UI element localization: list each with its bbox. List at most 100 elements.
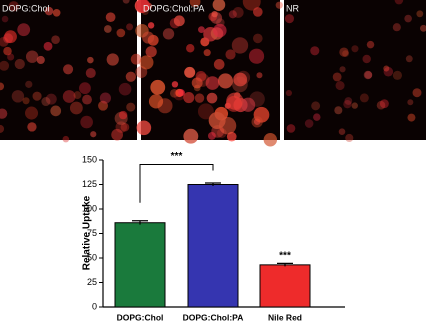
cell [284, 14, 295, 24]
cell [236, 70, 251, 85]
cell [363, 70, 373, 80]
cell [285, 89, 293, 97]
cell [231, 37, 249, 54]
cell [226, 92, 244, 110]
cell [69, 101, 83, 115]
cell [343, 100, 352, 109]
cell [364, 71, 373, 79]
panel-background [284, 0, 426, 140]
cell [8, 1, 19, 12]
cell [263, 133, 278, 147]
significance-label: *** [279, 251, 291, 262]
cell [139, 55, 154, 70]
cell [25, 50, 39, 63]
cell [392, 70, 403, 80]
cell [383, 65, 390, 72]
cell [226, 131, 237, 142]
cell [311, 101, 321, 111]
micrograph-panel: DOPG:Chol [0, 0, 142, 143]
cell [51, 35, 60, 45]
cell [45, 93, 57, 105]
cell [99, 92, 111, 104]
error-bar [132, 220, 148, 225]
cell [344, 97, 353, 105]
cell [217, 73, 233, 89]
cell [32, 91, 42, 101]
cell [225, 95, 242, 112]
cell [0, 82, 5, 91]
cell [50, 105, 62, 117]
cell [27, 122, 37, 132]
micrograph-panel: DOPG:Chol:PA [134, 0, 283, 147]
cell [416, 10, 424, 18]
cell [17, 23, 31, 37]
cell [207, 131, 216, 140]
micrograph-panel: NR [284, 0, 426, 143]
y-tick-label: 75 [87, 228, 97, 238]
cell [0, 108, 8, 119]
cell [313, 113, 321, 121]
cell [251, 116, 263, 128]
cell [342, 50, 349, 58]
cell [0, 124, 5, 133]
cell [62, 135, 70, 143]
cell [407, 99, 414, 106]
cell [412, 88, 422, 98]
cell [111, 128, 124, 141]
cell [0, 60, 10, 71]
cell [335, 81, 345, 91]
cell [351, 45, 359, 53]
cell [383, 66, 394, 77]
x-tick-label: DOPG:Chol:PA [183, 312, 244, 322]
cell [63, 64, 74, 75]
y-tick-label: 50 [87, 252, 97, 262]
cell [52, 8, 61, 17]
cell [62, 90, 76, 103]
x-tick-label: DOPG:Chol [117, 312, 164, 322]
cell [136, 120, 152, 136]
cell [142, 31, 155, 44]
cell [90, 131, 97, 138]
panel-label: DOPG:Chol:PA [143, 3, 204, 13]
panel-label: DOPG:Chol [2, 3, 50, 13]
cell [135, 0, 150, 13]
cell [87, 56, 94, 64]
cell [114, 111, 128, 125]
cell [14, 58, 25, 70]
bar [187, 184, 239, 308]
cell [252, 7, 263, 17]
cell [240, 97, 256, 112]
cell [25, 106, 39, 120]
cell [345, 133, 354, 143]
cell [351, 102, 358, 109]
x-tick-label: Nile Red [268, 312, 302, 322]
cell [130, 53, 142, 65]
cell [1, 15, 9, 23]
cell [43, 41, 53, 51]
cell [11, 90, 25, 103]
cell [82, 94, 92, 105]
cell [118, 82, 132, 96]
y-tick-label: 0 [92, 301, 97, 311]
cell [211, 10, 218, 18]
cell [233, 72, 248, 87]
cell [275, 1, 283, 9]
cell [203, 49, 211, 57]
cell [379, 99, 389, 109]
cell [120, 122, 130, 132]
cell [115, 121, 128, 133]
cell [183, 128, 199, 144]
cell [150, 79, 166, 95]
cell [116, 28, 126, 38]
cell [197, 103, 214, 120]
y-tick-label: 150 [82, 154, 97, 164]
cell [338, 128, 346, 136]
cell [171, 81, 179, 88]
cell [362, 54, 371, 64]
error-bar [205, 182, 221, 186]
cell [394, 0, 404, 5]
cell [189, 0, 201, 8]
cell [206, 92, 218, 104]
cell [376, 100, 386, 110]
